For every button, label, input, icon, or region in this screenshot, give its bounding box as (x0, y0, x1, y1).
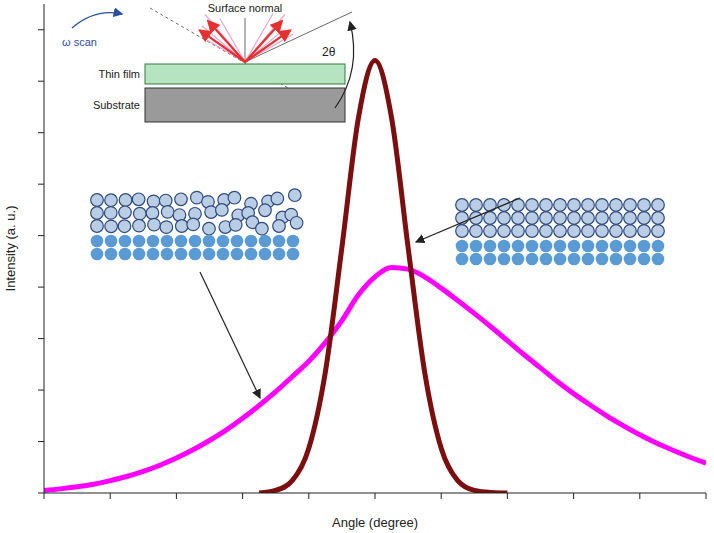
svg-text:ω scan: ω scan (62, 36, 97, 48)
svg-text:Angle (degree): Angle (degree) (332, 515, 418, 530)
svg-text:Surface normal: Surface normal (208, 2, 283, 14)
svg-text:Substrate: Substrate (93, 99, 140, 111)
svg-text:Intensity (a. u.): Intensity (a. u.) (3, 206, 18, 292)
svg-text:Thin film: Thin film (98, 68, 140, 80)
svg-text:2θ: 2θ (322, 45, 336, 59)
